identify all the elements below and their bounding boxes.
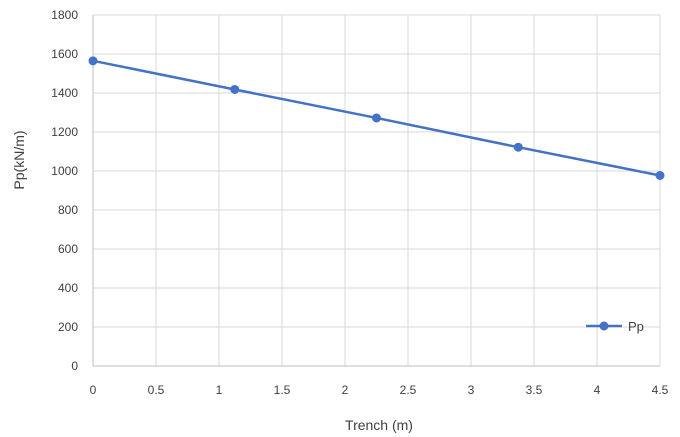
x-tick-label: 4.5	[652, 383, 669, 397]
x-tick-label: 1	[216, 383, 223, 397]
x-tick-label: 3	[468, 383, 475, 397]
y-tick-label: 1600	[51, 47, 78, 61]
x-tick-label: 1.5	[274, 383, 291, 397]
x-tick-label: 0.5	[148, 383, 165, 397]
series-layer	[88, 56, 665, 180]
gridlines	[93, 14, 661, 366]
legend: Pp	[586, 319, 644, 334]
y-tick-label: 800	[58, 203, 78, 217]
x-axis-title: Trench (m)	[345, 417, 413, 433]
tick-labels: 0 200 400 600 800 1000 1200 1400 1600 1800 0 0.5 1 1.…	[51, 8, 668, 397]
y-tick-label: 600	[58, 242, 78, 256]
y-tick-label: 1400	[51, 86, 78, 100]
data-point	[88, 56, 98, 66]
y-tick-label: 1800	[51, 8, 78, 22]
data-point	[372, 113, 381, 123]
data-point	[655, 170, 665, 180]
axes	[92, 15, 660, 367]
y-tick-label: 200	[58, 320, 78, 334]
y-axis-title: Pp(kN/m)	[11, 130, 27, 189]
x-tick-label: 3.5	[526, 383, 543, 397]
y-tick-label: 0	[71, 359, 78, 373]
legend-marker-pp	[599, 321, 609, 331]
y-tick-label: 1200	[51, 125, 78, 139]
y-tick-label: 400	[58, 281, 78, 295]
x-tick-label: 0	[90, 383, 97, 397]
x-tick-label: 2	[342, 383, 349, 397]
x-tick-label: 4	[594, 383, 601, 397]
y-tick-label: 1000	[51, 164, 78, 178]
data-point	[513, 142, 523, 152]
x-tick-label: 2.5	[400, 383, 417, 397]
legend-label-pp: Pp	[628, 319, 644, 334]
data-point	[230, 84, 240, 94]
